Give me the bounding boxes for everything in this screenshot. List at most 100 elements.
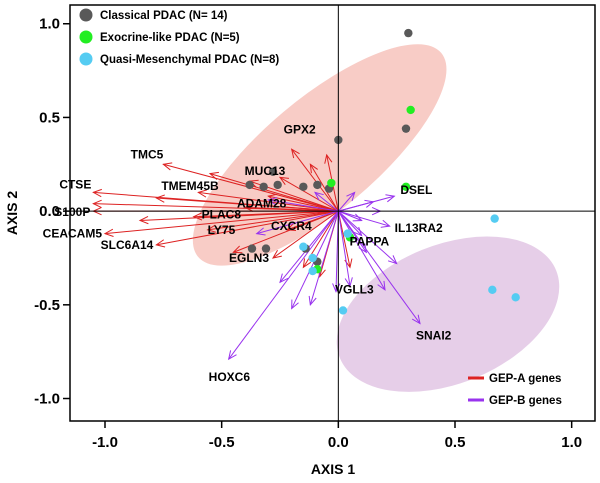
gene-label-cxcr4: CXCR4	[271, 219, 312, 233]
point-quasi-mesenchymal-pdac-n-8-3	[338, 306, 348, 315]
y-tick-label: 0.5	[39, 109, 60, 126]
arrow-gep-a-genes-15	[208, 171, 339, 212]
point-quasi-mesenchymal-pdac-n-8-6	[308, 253, 317, 263]
x-tick-label: -0.5	[209, 434, 235, 451]
legend-label: Quasi-Mesenchymal PDAC (N=8)	[100, 54, 279, 66]
arrow-gep-a-genes-14	[138, 210, 339, 225]
arrow-gep-b-genes-14	[267, 197, 339, 212]
gene-label-pappa: PAPPA	[350, 234, 390, 248]
point-classical-pdac-n-14-11	[261, 244, 271, 253]
gene-label-ly75: LY75	[208, 223, 236, 237]
arrow-gep-a-genes-23	[197, 189, 339, 212]
arrow-gep-b-genes-12	[337, 210, 368, 254]
gene-label-tmc5: TMC5	[131, 147, 164, 161]
arrow-ly75	[206, 210, 339, 233]
legend-item-quasi-mesenchymal-pdac-n-8: Quasi-Mesenchymal PDAC (N=8)	[79, 52, 279, 66]
arrow-gep-b-genes-7	[308, 210, 339, 306]
point-classical-pdac-n-14-3	[245, 180, 254, 190]
y-axis-title: AXIS 2	[4, 191, 20, 236]
arrow-ceacam5	[103, 210, 339, 237]
arrow-slc6a14	[155, 210, 339, 248]
point-legend: Classical PDAC (N= 14) Exocrine-like PDAC…	[79, 8, 279, 66]
point-classical-pdac-n-14-10	[247, 244, 257, 253]
point-quasi-mesenchymal-pdac-n-8-2	[511, 293, 520, 302]
point-layer	[245, 28, 520, 315]
point-classical-pdac-n-14-0	[404, 28, 413, 38]
ellipse-quasi-mesenchymal-pdac-n-8	[336, 236, 560, 392]
plot-frame	[69, 4, 596, 422]
point-quasi-mesenchymal-pdac-n-8-7	[343, 229, 352, 238]
arrow-gep-b-genes-11	[338, 210, 363, 222]
arrow-gep-b-genes-15	[255, 210, 339, 236]
arrow-gep-a-genes-17	[309, 163, 339, 212]
arrow-legend: GEP-A genes GEP-B genes	[468, 373, 562, 407]
legend-item-gep-b-genes: GEP-B genes	[468, 395, 562, 407]
arrow-il13ra2	[338, 210, 391, 228]
x-tick-label: 0.0	[328, 434, 349, 451]
point-quasi-mesenchymal-pdac-n-8-5	[299, 242, 308, 251]
arrow-gep-b-genes-9	[337, 210, 398, 265]
arrow-snai2	[337, 210, 421, 325]
x-tick-label: -1.0	[92, 434, 118, 451]
point-classical-pdac-n-14-1	[401, 124, 411, 133]
arrow-gep-a-genes-19	[267, 193, 339, 212]
point-classical-pdac-n-14-4	[259, 182, 268, 191]
legend-marker	[79, 52, 93, 66]
point-classical-pdac-n-14-8	[313, 180, 322, 190]
gene-label-vgll3: VGLL3	[335, 283, 374, 297]
x-tick-label: 1.0	[561, 434, 582, 451]
gene-label-muc13: MUC13	[245, 164, 286, 178]
gene-label-gpx2: GPX2	[284, 122, 316, 136]
axis-ticks: -1.0 -0.5 0.0 0.5 1.0 -1.0 -0.5 0.0 0.5 1.0	[34, 16, 582, 451]
arrow-layer	[92, 148, 421, 361]
point-classical-pdac-n-14-9	[268, 167, 278, 176]
point-exocrine-like-pdac-n-5-2	[327, 178, 336, 188]
gene-label-adam28: ADAM28	[237, 196, 287, 210]
gene-label-slc6a14: SLC6A14	[101, 238, 154, 252]
reference-lines	[70, 5, 595, 421]
gene-label-ctse: CTSE	[59, 177, 91, 191]
legend-label: Classical PDAC (N= 14)	[100, 10, 228, 22]
gene-label-il13ra2: IL13RA2	[395, 221, 443, 235]
arrow-gep-a-genes-13	[92, 199, 339, 212]
gene-label-tmem45b: TMEM45B	[161, 179, 219, 193]
legend-marker	[79, 30, 93, 44]
x-tick-label: 0.5	[445, 434, 466, 451]
gene-label-ceacam5: CEACAM5	[43, 227, 103, 241]
gene-label-egln3: EGLN3	[229, 251, 269, 265]
legend-item-exocrine-like-pdac-n-5: Exocrine-like PDAC (N=5)	[79, 30, 240, 44]
gene-label-snai2: SNAI2	[416, 329, 452, 343]
legend-label: GEP-B genes	[489, 395, 562, 407]
point-quasi-mesenchymal-pdac-n-8-4	[308, 266, 317, 276]
arrow-gep-a-genes-24	[278, 176, 339, 212]
legend-label: Exocrine-like PDAC (N=5)	[100, 32, 240, 44]
point-exocrine-like-pdac-n-5-1	[401, 182, 411, 191]
legend-marker	[79, 8, 93, 22]
legend-item-classical-pdac-n-14: Classical PDAC (N= 14)	[79, 8, 228, 22]
arrow-tmem45b	[155, 194, 339, 212]
arrow-gep-b-genes-18	[337, 211, 353, 288]
ellipse-layer	[192, 44, 560, 392]
ellipse-classical-pdac-n-14	[192, 44, 447, 266]
y-tick-label: -0.5	[34, 297, 60, 314]
arrow-gpx2	[290, 148, 339, 212]
arrow-gep-b-genes-8	[337, 210, 386, 291]
gene-label-dsel: DSEL	[400, 183, 432, 197]
point-exocrine-like-pdac-n-5-0	[406, 105, 415, 115]
y-tick-label: 0.0	[39, 203, 60, 220]
y-tick-label: -1.0	[34, 391, 60, 408]
x-axis-title: AXIS 1	[311, 461, 356, 477]
arrow-gep-b-genes-17	[314, 191, 339, 212]
gene-label-s100p: S100P	[54, 205, 90, 219]
point-classical-pdac-n-14-6	[299, 182, 308, 191]
gene-label-hoxc6: HOXC6	[209, 370, 251, 384]
gene-label-plac8: PLAC8	[202, 208, 242, 222]
y-tick-label: 1.0	[39, 16, 60, 33]
arrow-egln3	[272, 210, 339, 259]
legend-label: GEP-A genes	[489, 373, 561, 385]
point-quasi-mesenchymal-pdac-n-8-1	[488, 285, 497, 295]
point-quasi-mesenchymal-pdac-n-8-0	[490, 214, 499, 223]
point-classical-pdac-n-14-5	[273, 180, 282, 190]
arrow-hoxc6	[227, 210, 339, 361]
